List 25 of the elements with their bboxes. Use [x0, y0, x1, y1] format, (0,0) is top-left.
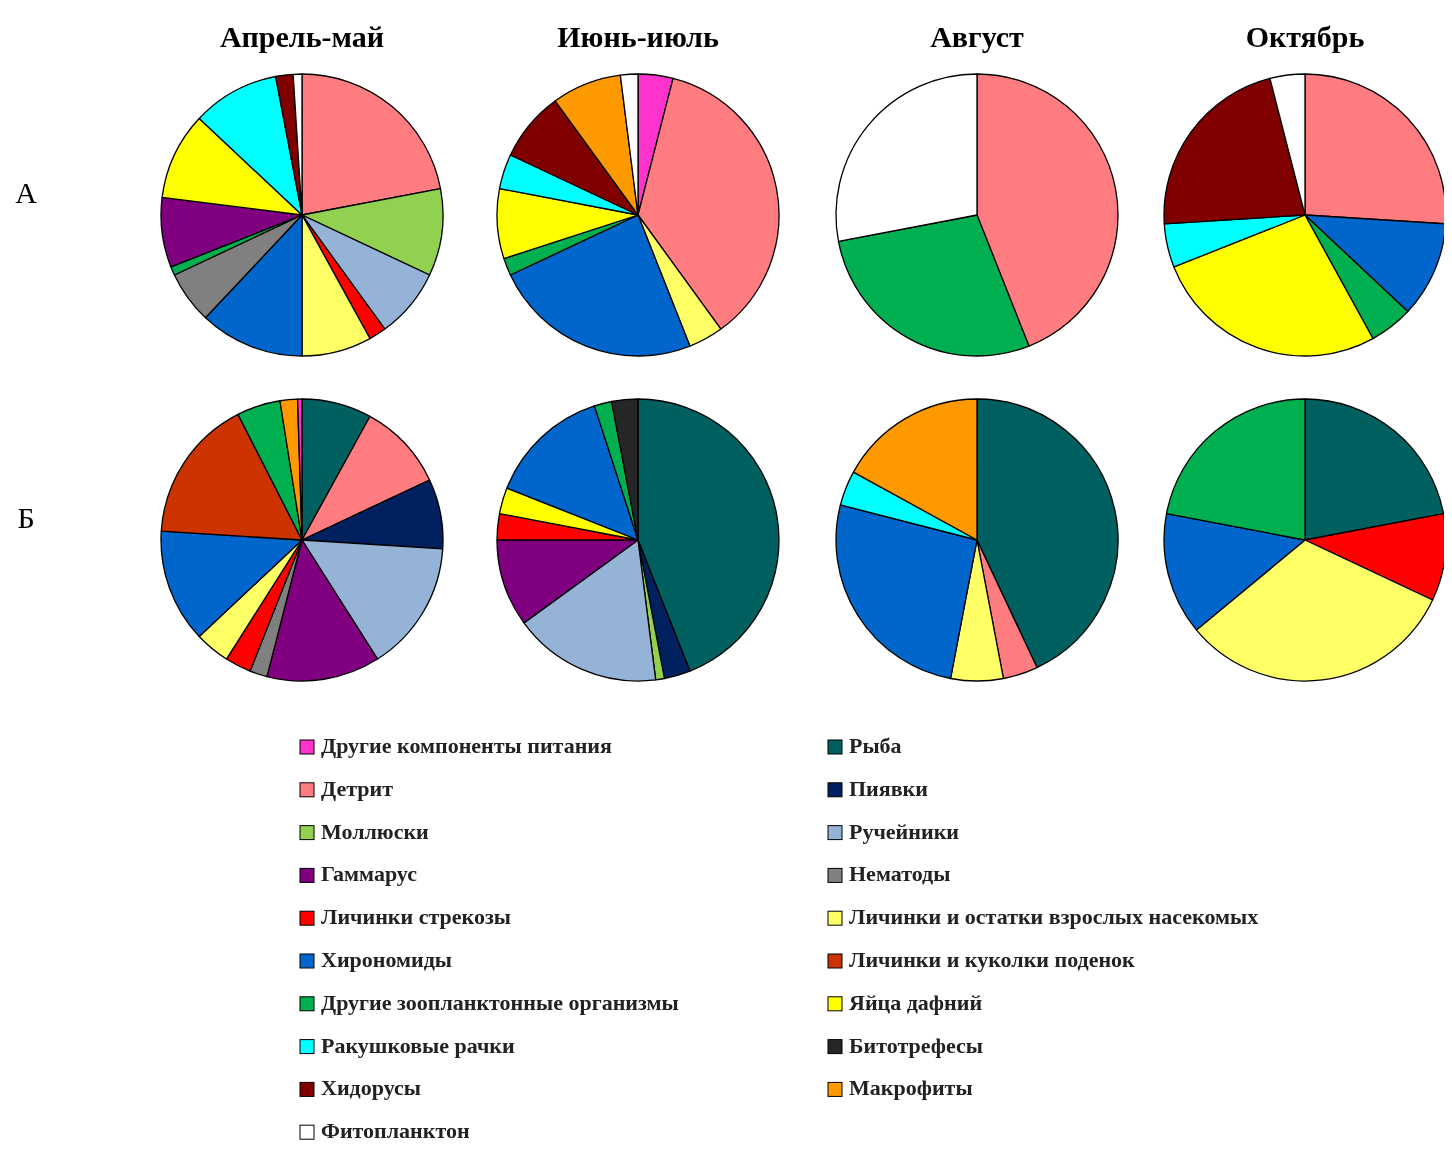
- category-label: Битотрефесы: [849, 1032, 983, 1058]
- text: А: [15, 176, 38, 209]
- category-label: Нематоды: [849, 861, 951, 887]
- category-label: Ракушковые рачки: [321, 1032, 515, 1058]
- category-label: Личинки и остатки взрослых насекомых: [849, 904, 1259, 930]
- category-label: Гаммарус: [321, 861, 418, 887]
- category-label: Другие компоненты питания: [321, 733, 613, 758]
- category-label: Ручейники: [849, 818, 960, 844]
- category-label: Рыба: [849, 733, 902, 758]
- category-label: Детрит: [321, 775, 394, 801]
- category-label: Личинки и куколки поденок: [849, 947, 1136, 972]
- category-label: Яйца дафний: [849, 989, 983, 1015]
- text: Б: [17, 501, 35, 534]
- chart-title: Июнь-июль: [557, 20, 719, 53]
- category-label: Пиявки: [849, 775, 929, 801]
- category-label: Моллюски: [321, 818, 430, 844]
- chart-title: Август: [930, 20, 1025, 53]
- chart-title: Октябрь: [1245, 20, 1365, 53]
- category-label: Личинки стрекозы: [321, 904, 511, 930]
- chart-title: Апрель-май: [219, 20, 385, 53]
- category-label: Фитопланктон: [321, 1118, 470, 1144]
- category-label: Хидорусы: [321, 1075, 421, 1101]
- category-label: Хирономиды: [321, 947, 453, 972]
- category-label: Другие зоопланктонные организмы: [321, 989, 679, 1015]
- category-label: Макрофиты: [849, 1075, 973, 1101]
